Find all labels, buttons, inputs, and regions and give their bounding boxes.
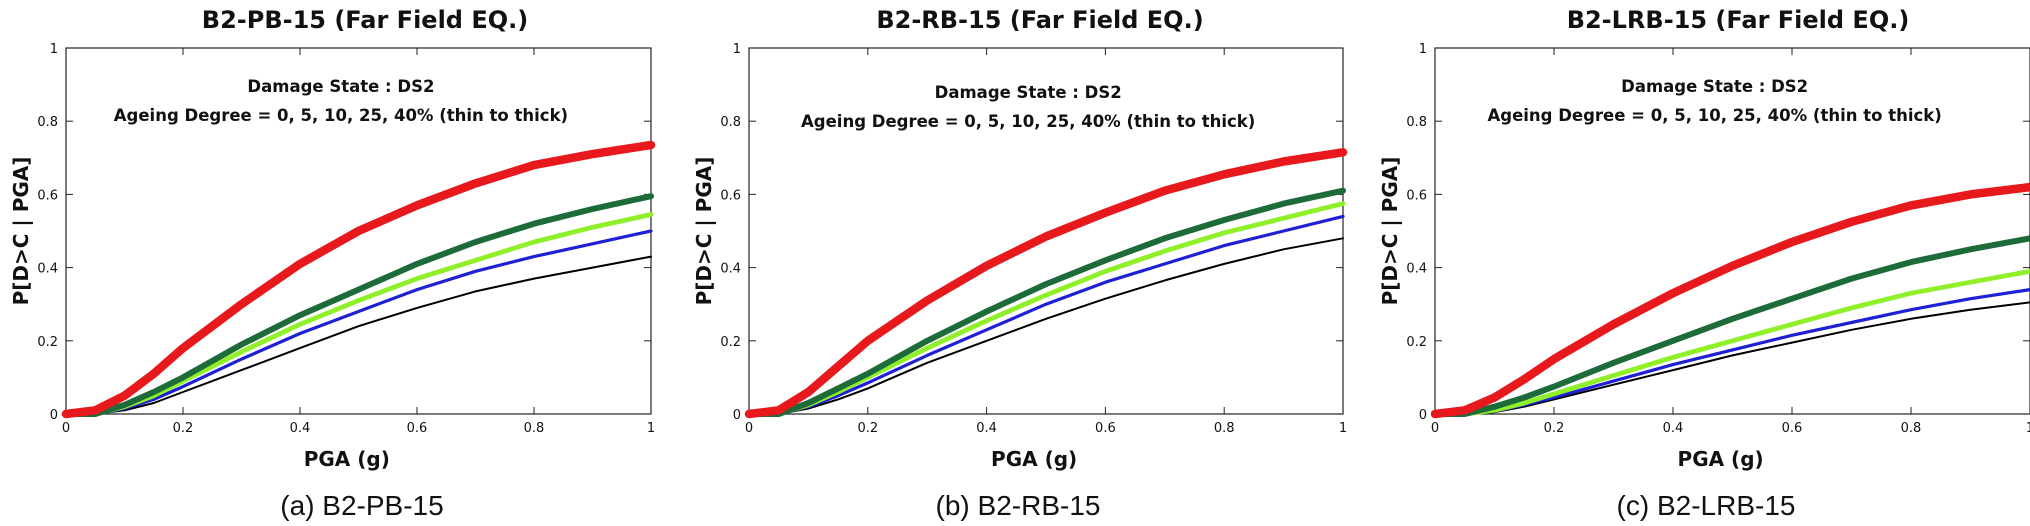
series-line-0pct bbox=[65, 255, 652, 415]
chart-title: B2-RB-15 (Far Field EQ.) bbox=[876, 6, 1203, 34]
y-tick-label: 0.8 bbox=[37, 115, 58, 130]
y-tick-label: 0.4 bbox=[37, 262, 58, 277]
series-line-10pct bbox=[63, 212, 654, 417]
damage-state-annotation: Damage State : DS2 bbox=[1621, 77, 1808, 96]
series-line-5pct bbox=[64, 229, 653, 416]
ageing-degree-annotation: Ageing Degree = 0, 5, 10, 25, 40% (thin … bbox=[801, 112, 1255, 131]
figure-caption: (a) B2-PB-15 bbox=[280, 490, 443, 521]
damage-state-annotation: Damage State : DS2 bbox=[935, 83, 1122, 102]
x-tick-label: 0.8 bbox=[524, 421, 545, 436]
x-tick-label: 0.8 bbox=[1214, 421, 1235, 436]
figure-caption: (c) B2-LRB-15 bbox=[1617, 490, 1796, 521]
x-tick-label: 0 bbox=[745, 421, 753, 436]
y-tick-label: 0.6 bbox=[1406, 188, 1427, 203]
y-axis-label: P[D>C | PGA] bbox=[1378, 157, 1402, 306]
series-line-40pct bbox=[1430, 182, 2030, 419]
y-tick-label: 0.4 bbox=[720, 262, 741, 277]
y-axis-label: P[D>C | PGA] bbox=[9, 157, 33, 306]
x-tick-label: 1 bbox=[647, 421, 655, 436]
y-tick-label: 0.6 bbox=[37, 188, 58, 203]
x-tick-label: 1 bbox=[2026, 421, 2030, 436]
y-tick-label: 0.2 bbox=[37, 335, 58, 350]
ageing-degree-annotation: Ageing Degree = 0, 5, 10, 25, 40% (thin … bbox=[114, 106, 568, 125]
series-line-40pct bbox=[61, 140, 656, 419]
y-tick-label: 1 bbox=[1419, 42, 1427, 57]
x-tick-label: 0.6 bbox=[1095, 421, 1116, 436]
series-line-40pct bbox=[744, 148, 1348, 419]
x-axis-label: PGA (g) bbox=[1678, 447, 1764, 471]
x-tick-label: 0.4 bbox=[1663, 421, 1684, 436]
damage-state-annotation: Damage State : DS2 bbox=[247, 77, 434, 96]
x-tick-label: 0.4 bbox=[976, 421, 997, 436]
x-tick-label: 0.2 bbox=[857, 421, 878, 436]
x-tick-label: 0.4 bbox=[290, 421, 311, 436]
chart-title: B2-PB-15 (Far Field EQ.) bbox=[202, 6, 528, 34]
x-tick-label: 0 bbox=[62, 421, 70, 436]
chart-panel-3: B2-LRB-15 (Far Field EQ.) 0 0.2 0.4 0.6 0.8 1 0… bbox=[1378, 6, 2030, 521]
x-tick-label: 1 bbox=[1339, 421, 1347, 436]
figure-caption: (b) B2-RB-15 bbox=[936, 490, 1101, 521]
series-line-0pct bbox=[748, 237, 1344, 415]
chart-panel-2: B2-RB-15 (Far Field EQ.) 0 0.2 0.4 0.6 0.8 1 0 0… bbox=[692, 6, 1348, 521]
series-line-10pct bbox=[1432, 268, 2030, 417]
x-tick-label: 0.6 bbox=[1782, 421, 1803, 436]
x-axis-label: PGA (g) bbox=[991, 447, 1077, 471]
y-axis-label: P[D>C | PGA] bbox=[692, 157, 716, 306]
series-line-5pct bbox=[747, 214, 1345, 416]
series-line-25pct bbox=[1432, 235, 2030, 417]
y-tick-label: 0 bbox=[1419, 408, 1427, 423]
series-line-25pct bbox=[746, 187, 1346, 417]
y-tick-label: 1 bbox=[733, 42, 741, 57]
y-tick-label: 0 bbox=[733, 408, 741, 423]
x-tick-label: 0.2 bbox=[173, 421, 194, 436]
plot-frame bbox=[1434, 47, 2030, 415]
y-tick-label: 0 bbox=[50, 408, 58, 423]
chart-title: B2-LRB-15 (Far Field EQ.) bbox=[1567, 6, 1910, 34]
x-tick-label: 0.8 bbox=[1901, 421, 1922, 436]
chart-panel-1: B2-PB-15 (Far Field EQ.) 0 0.2 0.4 0.6 0.8 1 0 0… bbox=[9, 6, 656, 521]
ageing-degree-annotation: Ageing Degree = 0, 5, 10, 25, 40% (thin … bbox=[1487, 106, 1941, 125]
x-tick-label: 0.2 bbox=[1544, 421, 1565, 436]
y-tick-label: 0.4 bbox=[1406, 262, 1427, 277]
y-tick-label: 0.2 bbox=[720, 335, 741, 350]
y-tick-label: 0.6 bbox=[720, 188, 741, 203]
y-tick-label: 0.8 bbox=[720, 115, 741, 130]
y-tick-label: 0.2 bbox=[1406, 335, 1427, 350]
y-tick-label: 0.8 bbox=[1406, 115, 1427, 130]
plot-frame bbox=[748, 47, 1344, 415]
x-tick-label: 0 bbox=[1431, 421, 1439, 436]
y-tick-label: 1 bbox=[50, 42, 58, 57]
x-axis-label: PGA (g) bbox=[304, 447, 390, 471]
x-tick-label: 0.6 bbox=[407, 421, 428, 436]
series-line-25pct bbox=[63, 193, 654, 417]
